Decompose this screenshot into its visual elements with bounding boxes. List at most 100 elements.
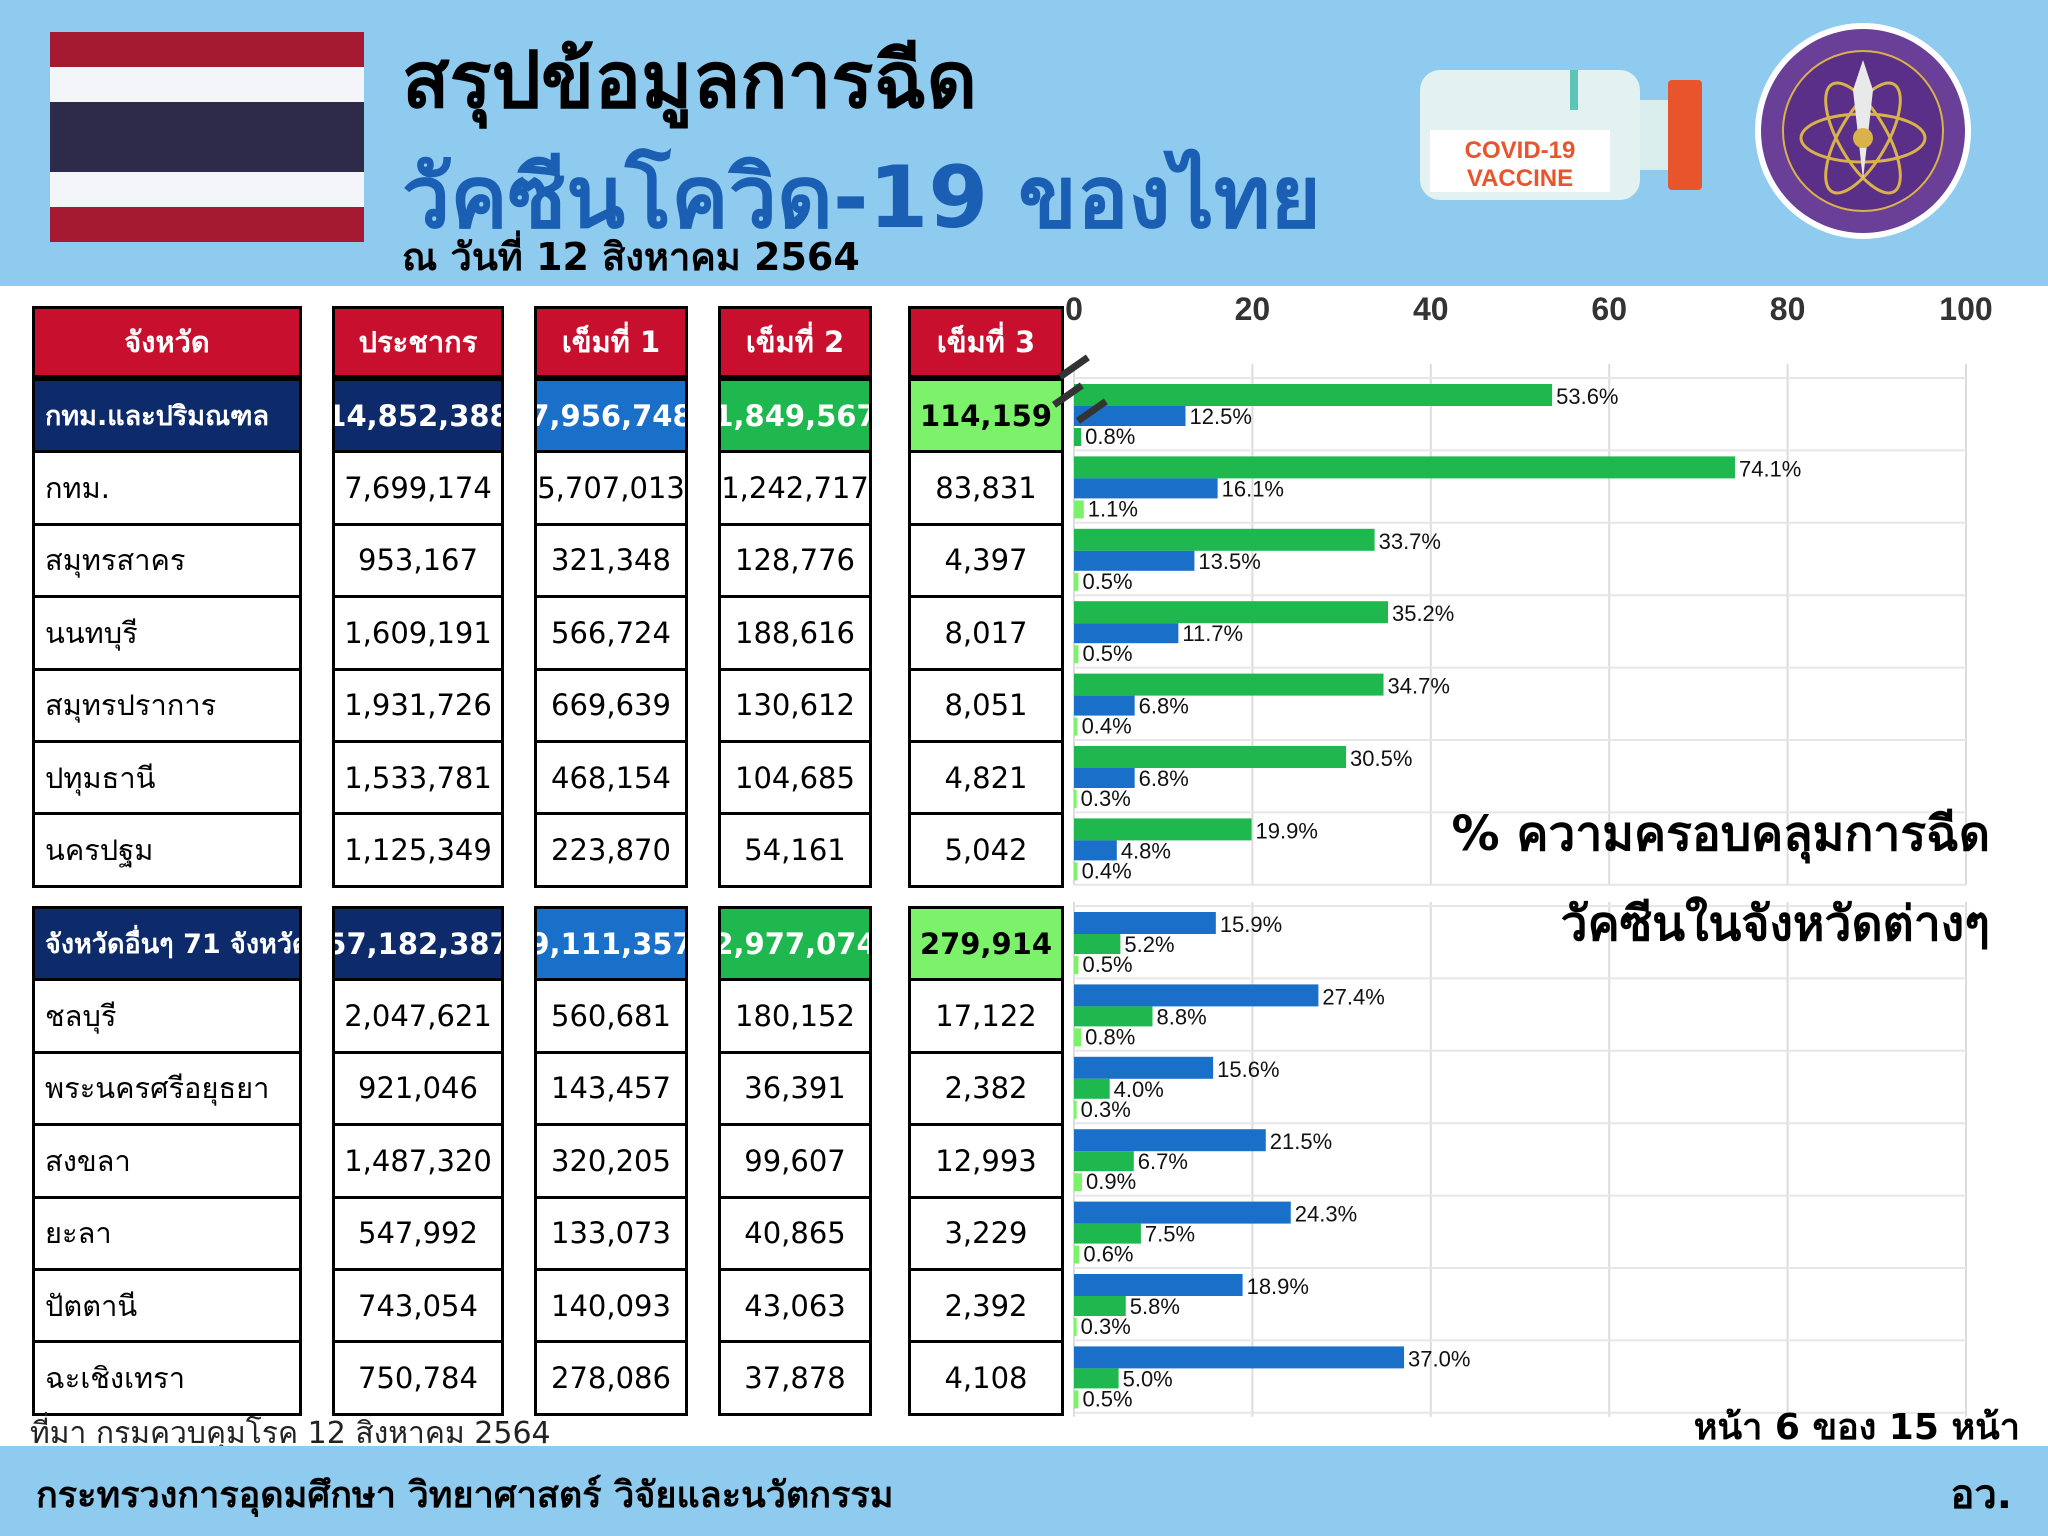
row-dose2-cell: 188,616 <box>718 595 872 671</box>
coverage-bar <box>1074 1173 1083 1192</box>
bar-value-label: 8.8% <box>1156 1004 1206 1029</box>
row-dose1-cell: 560,681 <box>534 978 688 1054</box>
bar-value-label: 30.5% <box>1350 746 1412 771</box>
summary-dose2-cell: 2,977,074 <box>718 906 872 982</box>
report-date: ณ วันที่ 12 สิงหาคม 2564 <box>402 235 860 279</box>
bar-value-label: 16.1% <box>1222 476 1284 501</box>
row-dose1-cell: 133,073 <box>534 1195 688 1271</box>
row-dose2-cell: 99,607 <box>718 1123 872 1199</box>
vaccine-label-2: VACCINE <box>1467 165 1573 192</box>
coverage-bar <box>1074 862 1078 881</box>
page-number: หน้า 6 ของ 15 หน้า <box>1693 1407 2020 1448</box>
row-province-cell: ยะลา <box>32 1195 302 1271</box>
coverage-bar <box>1074 934 1121 954</box>
coverage-bar <box>1074 768 1135 788</box>
coverage-bar <box>1074 818 1252 841</box>
syringe-icon <box>1052 382 1084 408</box>
row-population-cell: 743,054 <box>332 1268 504 1344</box>
x-tick-label: 60 <box>1591 291 1627 327</box>
thai-flag-icon <box>50 32 364 242</box>
footer-ministry: กระทรวงการอุดมศึกษา วิทยาศาสตร์ วิจัยและ… <box>36 1475 894 1516</box>
bar-value-label: 53.6% <box>1556 384 1618 409</box>
bar-value-label: 18.9% <box>1247 1274 1309 1299</box>
footer-banner: กระทรวงการอุดมศึกษา วิทยาศาสตร์ วิจัยและ… <box>0 1446 2048 1536</box>
coverage-bar <box>1074 956 1079 974</box>
chart-title-line1: % ความครอบคลุมการฉีด <box>1452 806 1990 864</box>
row-dose3-cell: 2,392 <box>908 1268 1064 1344</box>
bar-value-label: 5.0% <box>1123 1366 1173 1391</box>
bar-value-label: 12.5% <box>1190 404 1252 429</box>
bar-value-label: 0.8% <box>1085 1024 1135 1049</box>
row-dose1-cell: 223,870 <box>534 812 688 888</box>
row-dose3-cell: 83,831 <box>908 450 1064 526</box>
coverage-bar <box>1074 500 1084 519</box>
row-dose3-cell: 4,397 <box>908 522 1064 599</box>
row-dose2-cell: 128,776 <box>718 522 872 599</box>
row-dose2-cell: 40,865 <box>718 1195 872 1271</box>
bar-value-label: 5.2% <box>1124 932 1174 957</box>
header-banner: สรุปข้อมูลการฉีด วัคซีนโควิด-19 ของไทย ณ… <box>0 0 2048 286</box>
vaccine-label-1: COVID-19 <box>1465 137 1576 164</box>
row-province-cell: สงขลา <box>32 1123 302 1199</box>
coverage-bar <box>1074 528 1375 551</box>
bar-value-label: 19.9% <box>1256 818 1318 843</box>
bar-value-label: 0.9% <box>1086 1169 1136 1194</box>
summary-population-cell: 14,852,388 <box>332 378 504 454</box>
row-population-cell: 1,487,320 <box>332 1123 504 1199</box>
row-dose2-cell: 1,242,717 <box>718 450 872 526</box>
row-province-cell: นนทบุรี <box>32 595 302 671</box>
row-dose3-cell: 3,229 <box>908 1195 1064 1271</box>
coverage-bar <box>1074 1201 1291 1224</box>
coverage-bar <box>1074 1245 1080 1264</box>
bar-value-label: 0.5% <box>1082 641 1132 666</box>
row-province-cell: พระนครศรีอยุธยา <box>32 1050 302 1127</box>
coverage-bar <box>1074 1318 1077 1336</box>
bar-value-label: 37.0% <box>1408 1346 1470 1371</box>
syringe-icon <box>1076 398 1108 424</box>
bar-value-label: 0.3% <box>1081 786 1131 811</box>
bar-value-label: 34.7% <box>1388 674 1450 699</box>
column-header-province: จังหวัด <box>32 306 302 378</box>
bar-value-label: 0.5% <box>1082 569 1132 594</box>
x-tick-label: 40 <box>1413 291 1449 327</box>
summary-province-cell: จังหวัดอื่นๆ 71 จังหวัด <box>32 906 302 982</box>
row-dose2-cell: 130,612 <box>718 667 872 743</box>
bar-value-label: 0.4% <box>1082 714 1132 739</box>
row-population-cell: 953,167 <box>332 522 504 599</box>
row-dose3-cell: 5,042 <box>908 812 1064 888</box>
bar-value-label: 0.5% <box>1082 952 1132 977</box>
bar-value-label: 4.0% <box>1114 1077 1164 1102</box>
bar-value-label: 4.8% <box>1121 838 1171 863</box>
row-population-cell: 1,533,781 <box>332 740 504 816</box>
bar-value-label: 7.5% <box>1145 1222 1195 1247</box>
column-header-dose1: เข็มที่ 1 <box>534 306 688 378</box>
bar-value-label: 6.8% <box>1139 694 1189 719</box>
row-population-cell: 1,609,191 <box>332 595 504 671</box>
row-population-cell: 547,992 <box>332 1195 504 1271</box>
coverage-bar <box>1074 1129 1266 1152</box>
column-header-dose2: เข็มที่ 2 <box>718 306 872 378</box>
row-population-cell: 750,784 <box>332 1340 504 1416</box>
row-dose2-cell: 43,063 <box>718 1268 872 1344</box>
summary-dose1-cell: 9,111,357 <box>534 906 688 982</box>
bar-value-label: 0.8% <box>1085 424 1135 449</box>
row-dose3-cell: 4,821 <box>908 740 1064 816</box>
row-dose1-cell: 321,348 <box>534 522 688 599</box>
coverage-bar <box>1074 1100 1077 1119</box>
row-dose1-cell: 669,639 <box>534 667 688 743</box>
row-dose3-cell: 17,122 <box>908 978 1064 1054</box>
coverage-bar <box>1074 912 1216 934</box>
coverage-bar <box>1074 572 1079 591</box>
coverage-bar <box>1074 1151 1134 1172</box>
page-subtitle: วัคซีนโควิด-19 ของไทย <box>402 148 1321 248</box>
coverage-bar <box>1074 645 1079 664</box>
coverage-bar <box>1074 673 1384 696</box>
coverage-bar <box>1074 623 1179 644</box>
coverage-bar <box>1074 840 1117 861</box>
source-note: ที่มา กรมควบคุมโรค 12 สิงหาคม 2564 <box>30 1416 551 1451</box>
coverage-bar <box>1074 1296 1126 1316</box>
row-province-cell: ปัตตานี <box>32 1268 302 1344</box>
bar-value-label: 5.8% <box>1130 1294 1180 1319</box>
row-population-cell: 1,125,349 <box>332 812 504 888</box>
coverage-bar <box>1074 1078 1110 1099</box>
